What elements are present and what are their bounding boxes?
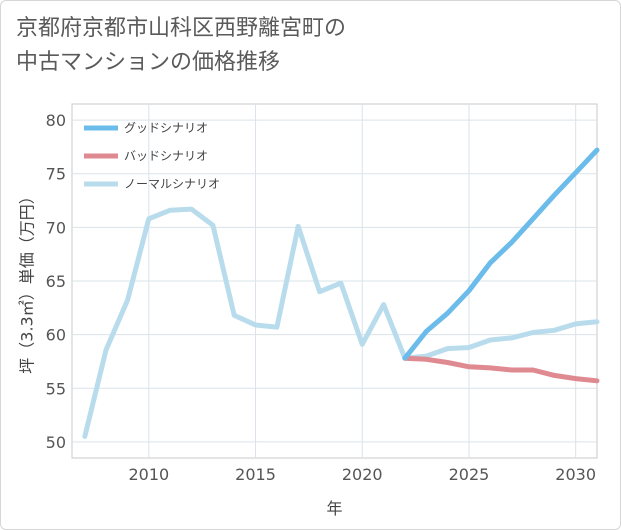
y-tick-label: 55 xyxy=(46,379,66,398)
x-tick-label: 2025 xyxy=(449,465,490,484)
series-line-0 xyxy=(402,147,600,361)
legend-label-1: バッドシナリオ xyxy=(124,149,208,163)
y-tick-label: 75 xyxy=(46,165,66,184)
x-tick-label: 2030 xyxy=(555,465,596,484)
x-tick-label: 2010 xyxy=(128,465,169,484)
x-tick-label: 2020 xyxy=(342,465,383,484)
x-axis-label: 年 xyxy=(326,499,342,518)
legend-label-0: グッドシナリオ xyxy=(124,121,208,135)
chart-title: 京都府京都市山科区西野離宮町の 中古マンションの価格推移 xyxy=(16,16,347,75)
y-tick-label: 50 xyxy=(46,433,66,452)
y-tick-label: 80 xyxy=(46,111,66,130)
grid xyxy=(72,104,597,458)
x-tick-label: 2015 xyxy=(235,465,276,484)
series-line-1 xyxy=(402,355,600,384)
legend-label-2: ノーマルシナリオ xyxy=(124,177,220,191)
tick-labels: 2010 2015 2020 2025 2030 50 55 60 65 70 75 80 xyxy=(46,111,596,484)
y-tick-label: 60 xyxy=(46,326,66,345)
series-line-2 xyxy=(82,206,600,439)
series-group xyxy=(82,147,600,439)
y-tick-label: 65 xyxy=(46,272,66,291)
y-tick-label: 70 xyxy=(46,218,66,237)
y-axis-label: 坪（3.3㎡）単価（万円） xyxy=(18,188,37,373)
